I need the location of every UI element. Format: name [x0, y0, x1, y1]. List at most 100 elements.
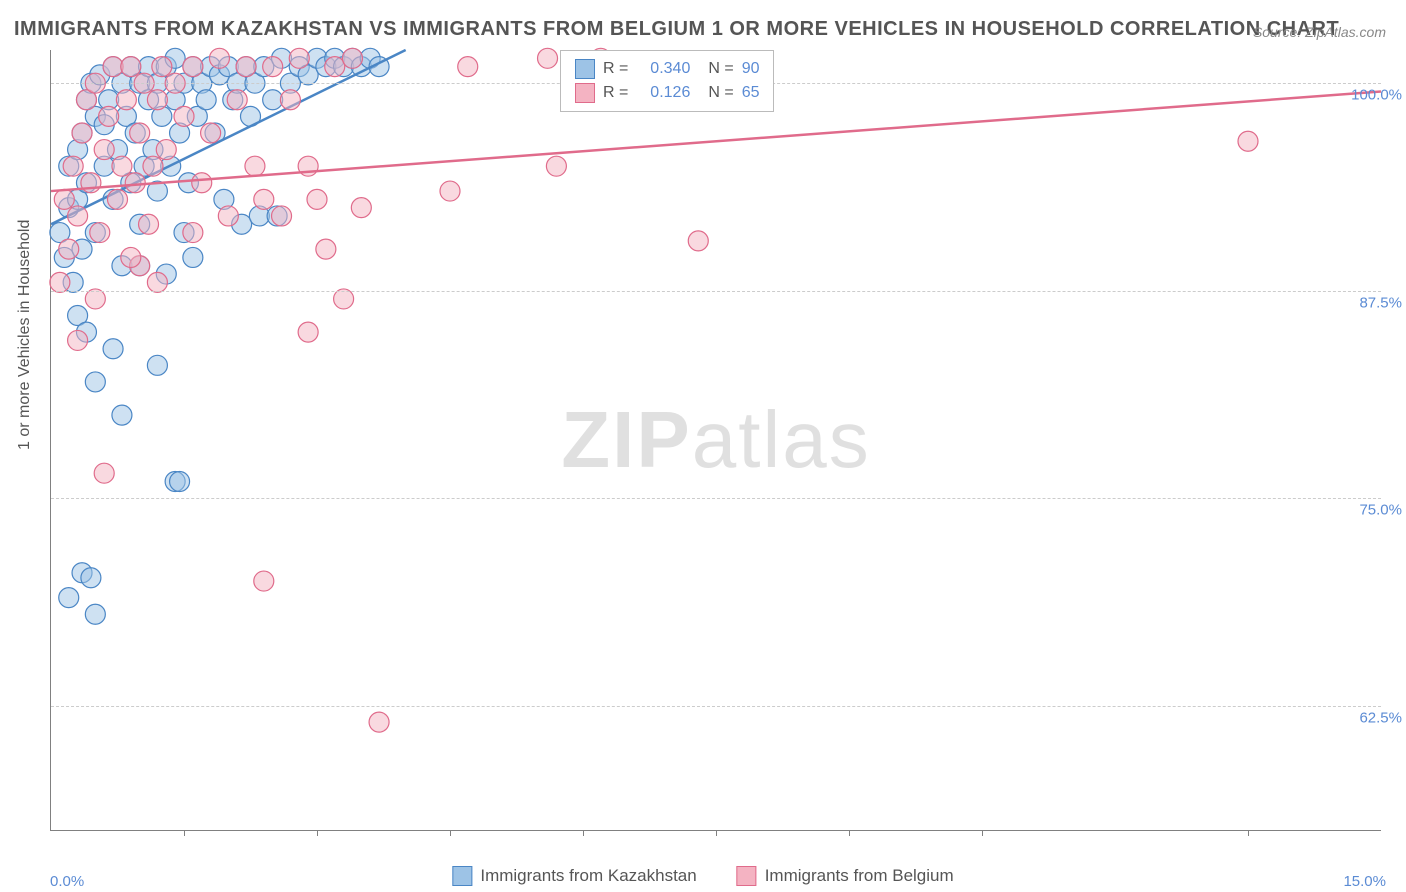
legend-n-value: 90 [742, 60, 760, 78]
x-tick-label: 0.0% [50, 873, 84, 890]
scatter-point [316, 239, 336, 259]
scatter-point [130, 123, 150, 143]
legend-swatch [737, 866, 757, 886]
legend-n-label: N = [708, 84, 733, 102]
scatter-point [112, 405, 132, 425]
scatter-point [263, 57, 283, 77]
scatter-point [90, 223, 110, 243]
scatter-point [272, 206, 292, 226]
scatter-point [72, 123, 92, 143]
y-tick-label: 87.5% [1359, 294, 1402, 311]
chart-title: IMMIGRANTS FROM KAZAKHSTAN VS IMMIGRANTS… [14, 18, 1339, 41]
scatter-point [289, 48, 309, 68]
series-legend: Immigrants from Kazakhstan Immigrants fro… [452, 866, 953, 886]
scatter-point [183, 247, 203, 267]
correlation-legend: R = 0.340 N = 90 R = 0.126 N = 65 [560, 50, 774, 112]
legend-r-value: 0.126 [636, 84, 690, 102]
scatter-point [121, 247, 141, 267]
scatter-point [68, 330, 88, 350]
scatter-point [81, 568, 101, 588]
y-tick-label: 75.0% [1359, 502, 1402, 519]
scatter-point [369, 712, 389, 732]
scatter-point [174, 106, 194, 126]
scatter-point [85, 372, 105, 392]
scatter-point [99, 106, 119, 126]
scatter-point [196, 90, 216, 110]
scatter-point [236, 57, 256, 77]
scatter-point [227, 90, 247, 110]
x-tick-minor [982, 830, 983, 836]
scatter-point [68, 206, 88, 226]
scatter-point [209, 48, 229, 68]
scatter-point [147, 355, 167, 375]
scatter-point [325, 57, 345, 77]
scatter-point [201, 123, 221, 143]
scatter-point [440, 181, 460, 201]
legend-swatch [575, 59, 595, 79]
x-tick-minor [849, 830, 850, 836]
scatter-point [139, 214, 159, 234]
scatter-point [342, 48, 362, 68]
scatter-point [1238, 131, 1258, 151]
scatter-point [170, 471, 190, 491]
scatter-point [143, 156, 163, 176]
scatter-point [351, 198, 371, 218]
scatter-point [334, 289, 354, 309]
scatter-point [112, 156, 132, 176]
legend-r-value: 0.340 [636, 60, 690, 78]
scatter-point [254, 571, 274, 591]
legend-label: Immigrants from Kazakhstan [480, 866, 696, 886]
y-tick-label: 100.0% [1351, 87, 1402, 104]
scatter-point [183, 57, 203, 77]
legend-item: Immigrants from Kazakhstan [452, 866, 696, 886]
legend-item: Immigrants from Belgium [737, 866, 954, 886]
scatter-point [125, 173, 145, 193]
gridline-horizontal [51, 498, 1381, 499]
legend-n-label: N = [708, 60, 733, 78]
scatter-point [546, 156, 566, 176]
scatter-point [156, 140, 176, 160]
legend-swatch [575, 83, 595, 103]
legend-label: Immigrants from Belgium [765, 866, 954, 886]
chart-plot-area: ZIPatlas [50, 50, 1381, 831]
scatter-point [458, 57, 478, 77]
legend-r-label: R = [603, 84, 628, 102]
x-tick-minor [583, 830, 584, 836]
scatter-point [103, 57, 123, 77]
scatter-point [192, 173, 212, 193]
gridline-horizontal [51, 291, 1381, 292]
scatter-point [94, 463, 114, 483]
x-tick-minor [1248, 830, 1249, 836]
scatter-svg [51, 50, 1381, 830]
scatter-point [254, 189, 274, 209]
scatter-point [85, 604, 105, 624]
scatter-point [307, 189, 327, 209]
scatter-point [116, 90, 136, 110]
legend-row: R = 0.340 N = 90 [575, 57, 759, 81]
legend-r-label: R = [603, 60, 628, 78]
scatter-point [688, 231, 708, 251]
scatter-point [218, 206, 238, 226]
scatter-point [147, 272, 167, 292]
legend-row: R = 0.126 N = 65 [575, 81, 759, 105]
legend-n-value: 65 [742, 84, 760, 102]
scatter-point [263, 90, 283, 110]
scatter-point [152, 57, 172, 77]
x-tick-minor [184, 830, 185, 836]
legend-swatch [452, 866, 472, 886]
scatter-point [59, 239, 79, 259]
source-attribution: Source: ZipAtlas.com [1253, 24, 1386, 40]
scatter-point [94, 140, 114, 160]
scatter-point [50, 272, 70, 292]
scatter-point [108, 189, 128, 209]
scatter-point [63, 156, 83, 176]
scatter-point [298, 322, 318, 342]
scatter-point [147, 90, 167, 110]
scatter-point [245, 156, 265, 176]
scatter-point [59, 588, 79, 608]
x-tick-minor [716, 830, 717, 836]
scatter-point [280, 90, 300, 110]
scatter-point [103, 339, 123, 359]
x-tick-label: 15.0% [1343, 873, 1386, 890]
y-axis-label: 1 or more Vehicles in Household [16, 220, 34, 450]
